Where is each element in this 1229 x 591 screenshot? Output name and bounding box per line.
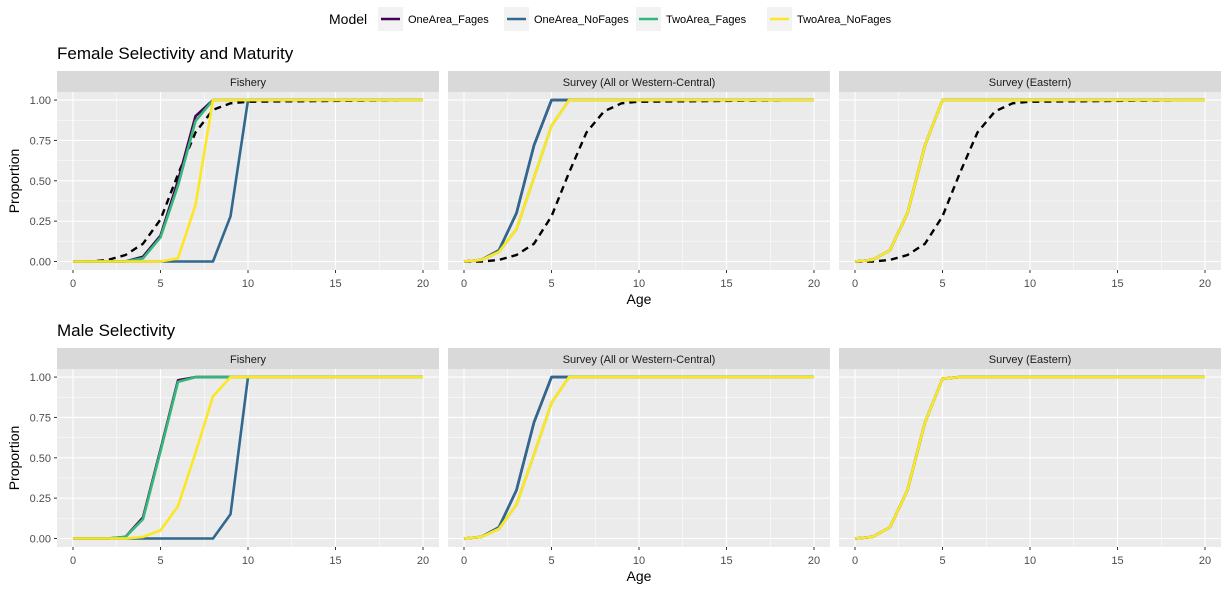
facet-strip [448, 348, 830, 369]
x-tick-label: 15 [329, 278, 341, 290]
x-axis-title: Age [627, 291, 652, 307]
facet-panel: Survey (All or Western-Central) 0 5 10 15 20 [448, 71, 830, 290]
facet-panel: Survey (Eastern) 0 5 10 15 20 [839, 71, 1221, 290]
row-title: Female Selectivity and Maturity [57, 44, 294, 63]
x-tick-label: 20 [1199, 555, 1211, 567]
y-tick-label: 0.50 [30, 176, 51, 188]
y-tick-label: 1.00 [30, 95, 51, 107]
facet-strip [839, 348, 1221, 369]
legend-label: OneArea_NoFages [534, 14, 629, 26]
facet-strip-label: Survey (All or Western-Central) [563, 77, 716, 89]
y-tick-label: 1.00 [30, 372, 51, 384]
legend-label: TwoArea_Fages [666, 14, 747, 26]
x-tick-label: 10 [1024, 555, 1036, 567]
x-tick-label: 10 [242, 278, 254, 290]
legend-title: Model [329, 11, 367, 27]
facet-strip-label: Fishery [230, 77, 267, 89]
x-tick-label: 5 [548, 278, 554, 290]
y-tick-label: 0.25 [30, 493, 51, 505]
series-line-twoarea-nofages [463, 98, 814, 263]
x-tick-label: 0 [70, 278, 76, 290]
facet-strip [57, 71, 439, 92]
x-tick-label: 0 [70, 555, 76, 567]
x-tick-label: 5 [939, 555, 945, 567]
legend-label: OneArea_Fages [408, 14, 489, 26]
y-tick-label: 0.00 [30, 257, 51, 269]
facet-row: Female Selectivity and Maturity Proportio… [6, 44, 1221, 307]
x-axis-title: Age [627, 568, 652, 584]
legend: Model OneArea_Fages OneArea_NoFages TwoAre… [329, 7, 892, 31]
x-tick-label: 0 [852, 278, 858, 290]
x-tick-label: 5 [939, 278, 945, 290]
y-tick-label: 0.75 [30, 412, 51, 424]
x-tick-label: 15 [1111, 555, 1123, 567]
legend-item: OneArea_Fages [378, 7, 489, 31]
x-tick-label: 15 [720, 555, 732, 567]
facet-strip [448, 71, 830, 92]
y-axis-title: Proportion [6, 426, 22, 491]
row-title: Male Selectivity [57, 321, 176, 340]
facet-strip-label: Fishery [230, 354, 267, 366]
x-tick-label: 5 [157, 278, 163, 290]
x-tick-label: 15 [1111, 278, 1123, 290]
y-axis-title: Proportion [6, 149, 22, 214]
x-tick-label: 0 [461, 278, 467, 290]
y-tick-label: 0.75 [30, 135, 51, 147]
facet-row: Male Selectivity Proportion Age Fishery 0 5 10… [6, 321, 1221, 584]
y-tick-label: 0.50 [30, 453, 51, 465]
x-tick-label: 20 [808, 555, 820, 567]
facet-strip-label: Survey (All or Western-Central) [563, 354, 716, 366]
x-tick-label: 15 [329, 555, 341, 567]
legend-item: TwoArea_NoFages [767, 7, 892, 31]
x-tick-label: 10 [633, 555, 645, 567]
facet-strip-label: Survey (Eastern) [989, 354, 1072, 366]
series-line-twoarea-nofages [854, 98, 1205, 263]
series-line-twoarea-nofages [73, 98, 423, 263]
y-tick-label: 0.25 [30, 216, 51, 228]
x-tick-label: 20 [417, 555, 429, 567]
facet-panel: Survey (All or Western-Central) 0 5 10 15 20 [448, 348, 830, 567]
series-line-twoarea-nofages [73, 375, 423, 540]
legend-label: TwoArea_NoFages [797, 14, 892, 26]
facet-panel: Fishery 0 5 10 15 20 0.00 0.25 0.50 0.75 1.00 [30, 348, 439, 567]
legend-item: OneArea_NoFages [504, 7, 629, 31]
x-tick-label: 0 [461, 555, 467, 567]
x-tick-label: 10 [1024, 278, 1036, 290]
facet-panel: Fishery 0 5 10 15 20 0.00 0.25 0.50 0.75 1.00 [30, 71, 439, 290]
facet-strip [57, 348, 439, 369]
y-tick-label: 0.00 [30, 534, 51, 546]
facet-panel: Survey (Eastern) 0 5 10 15 20 [839, 348, 1221, 567]
x-tick-label: 0 [852, 555, 858, 567]
x-tick-label: 5 [548, 555, 554, 567]
x-tick-label: 10 [633, 278, 645, 290]
series-line-twoarea-nofages [463, 375, 814, 540]
x-tick-label: 20 [1199, 278, 1211, 290]
facet-strip-label: Survey (Eastern) [989, 77, 1072, 89]
x-tick-label: 20 [808, 278, 820, 290]
x-tick-label: 15 [720, 278, 732, 290]
facet-strip [839, 71, 1221, 92]
x-tick-label: 5 [157, 555, 163, 567]
legend-item: TwoArea_Fages [636, 7, 747, 31]
x-tick-label: 10 [242, 555, 254, 567]
x-tick-label: 20 [417, 278, 429, 290]
series-line-twoarea-nofages [854, 375, 1205, 540]
